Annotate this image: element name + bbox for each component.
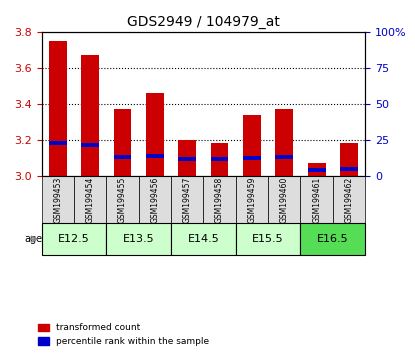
Text: E12.5: E12.5 [58,234,90,244]
Bar [300,176,333,223]
Text: GSM199456: GSM199456 [150,177,159,223]
Bar [276,109,293,176]
Text: GSM199462: GSM199462 [344,177,354,223]
Bar [211,143,228,176]
Bar [42,223,106,255]
Bar [49,41,66,176]
Bar [139,176,171,223]
Text: GSM199457: GSM199457 [183,177,192,223]
Bar [178,157,196,161]
Bar [340,167,358,171]
Text: age: age [24,234,42,244]
Bar [243,115,261,176]
Text: E16.5: E16.5 [317,234,349,244]
Text: GSM199459: GSM199459 [247,177,256,223]
Bar [308,162,325,176]
Text: GSM199453: GSM199453 [53,177,62,223]
Bar [42,176,74,223]
Bar [81,55,99,176]
Text: E13.5: E13.5 [123,234,154,244]
Bar [333,176,365,223]
Bar [268,176,300,223]
Bar [211,157,228,161]
Bar [114,109,131,176]
Bar [171,176,203,223]
Text: GSM199458: GSM199458 [215,177,224,223]
Bar [106,176,139,223]
Bar [114,155,131,159]
Bar [81,143,99,147]
Text: E15.5: E15.5 [252,234,284,244]
Bar [236,176,268,223]
Bar [146,93,164,176]
Legend: transformed count, percentile rank within the sample: transformed count, percentile rank withi… [38,324,209,346]
Bar [300,223,365,255]
Text: GSM199460: GSM199460 [280,177,289,223]
Bar [203,176,236,223]
Bar [308,168,325,172]
Bar [106,223,171,255]
Bar [276,155,293,159]
Bar [146,154,164,158]
Bar [340,143,358,176]
Bar [74,176,106,223]
Text: GSM199461: GSM199461 [312,177,321,223]
Text: GSM199455: GSM199455 [118,177,127,223]
Text: E14.5: E14.5 [188,234,219,244]
Bar [236,223,300,255]
Bar [243,156,261,160]
Bar [49,141,66,145]
Bar [178,140,196,176]
Bar [171,223,236,255]
Text: GSM199454: GSM199454 [85,177,95,223]
Title: GDS2949 / 104979_at: GDS2949 / 104979_at [127,16,280,29]
